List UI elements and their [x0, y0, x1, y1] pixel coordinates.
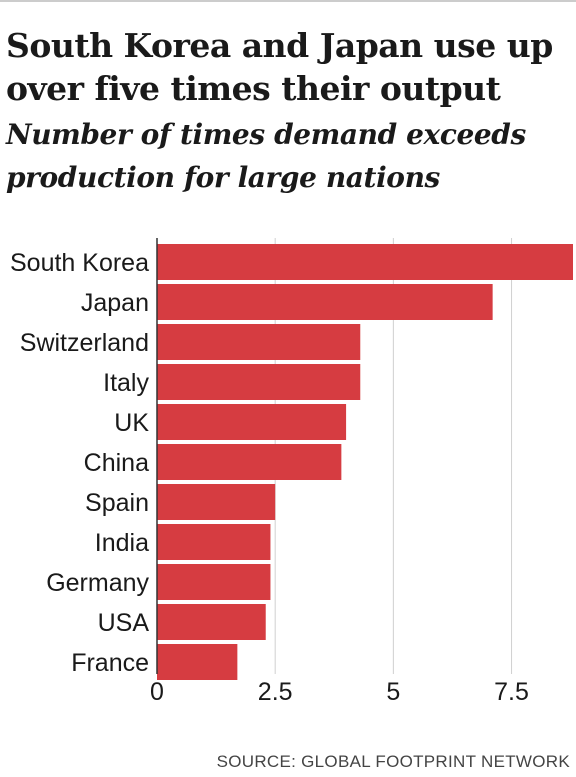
chart-subtitle: Number of times demand exceeds productio… [6, 118, 526, 194]
bar [157, 564, 271, 600]
tick-label: 5 [386, 678, 400, 706]
bar [157, 444, 342, 480]
category-label: Italy [103, 369, 149, 397]
bar [157, 324, 361, 360]
tick-label: 2.5 [258, 678, 293, 706]
bar [157, 284, 493, 320]
category-label: Spain [85, 489, 149, 517]
bar [157, 404, 347, 440]
chart-title: South Korea and Japan use up over five t… [6, 26, 553, 108]
bar-chart: South Korea Japan Switzerland Italy UK China S… [10, 238, 573, 706]
top-rule [0, 0, 576, 2]
bar [157, 484, 276, 520]
bar [157, 644, 238, 680]
category-label: Germany [46, 569, 149, 597]
bar [157, 524, 271, 560]
category-label: India [95, 529, 149, 557]
source-note: SOURCE: GLOBAL FOOTPRINT NETWORK [216, 752, 570, 771]
category-label: South Korea [10, 249, 149, 277]
bar [157, 604, 266, 640]
category-label: France [71, 649, 149, 677]
category-label: USA [98, 609, 150, 637]
bar [157, 244, 573, 280]
category-label: Japan [81, 289, 149, 317]
category-label: Switzerland [20, 329, 149, 357]
category-label: UK [114, 409, 149, 437]
tick-label: 7.5 [494, 678, 529, 706]
bar [157, 364, 361, 400]
category-label: China [84, 449, 149, 477]
tick-label: 0 [150, 678, 164, 706]
